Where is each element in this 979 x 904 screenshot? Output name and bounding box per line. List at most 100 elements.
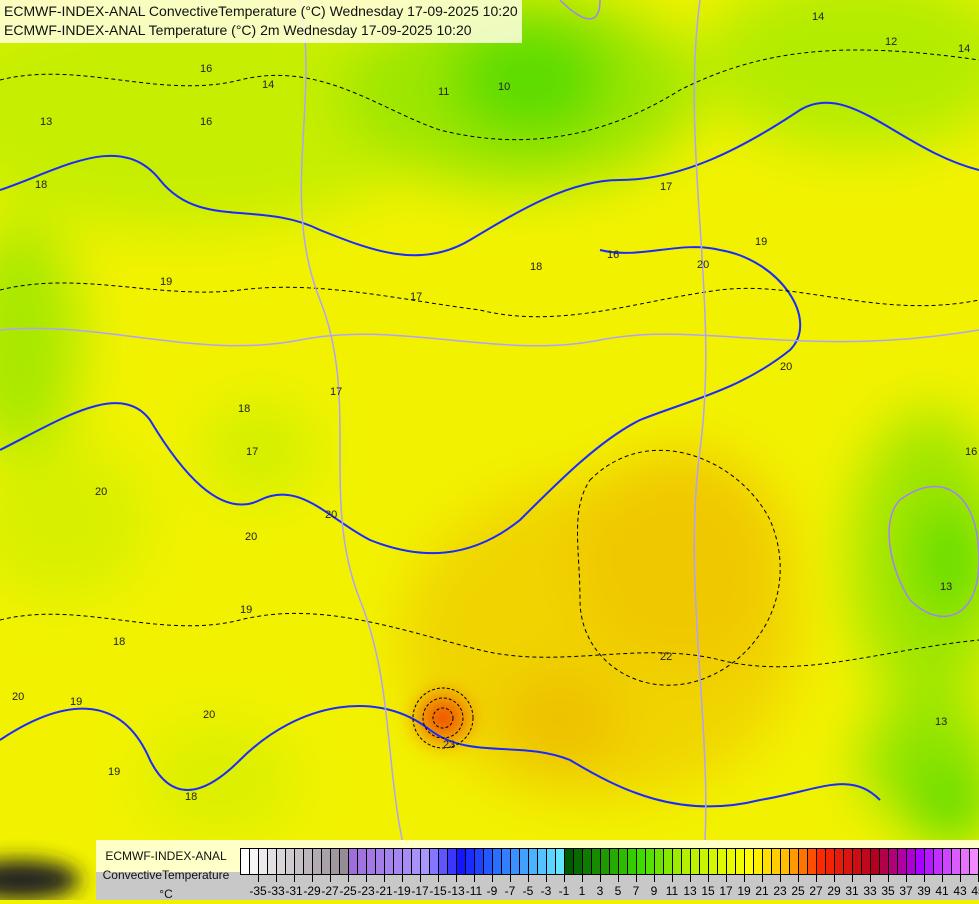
- legend-tick: [690, 874, 691, 882]
- legend-swatch: [358, 849, 367, 874]
- legend-tick: [402, 874, 403, 882]
- legend-swatch: [655, 849, 664, 874]
- legend-swatch: [826, 849, 835, 874]
- legend-tick-label: 5: [614, 884, 622, 898]
- contour-label: 19: [108, 766, 120, 778]
- legend-tick: [906, 874, 907, 882]
- legend-swatch: [799, 849, 808, 874]
- legend-swatch: [592, 849, 601, 874]
- legend-tick-label: 21: [755, 884, 769, 898]
- legend-tick: [258, 874, 259, 882]
- legend-tick-label: 17: [719, 884, 733, 898]
- legend-tick-label: 1: [578, 884, 586, 898]
- legend-tick: [600, 874, 601, 882]
- legend-swatch: [844, 849, 853, 874]
- legend-tick-label: -35: [249, 884, 267, 898]
- legend-tick-label: 39: [917, 884, 931, 898]
- legend-tick: [546, 874, 547, 882]
- legend-swatch: [583, 849, 592, 874]
- legend-tick: [366, 874, 367, 882]
- legend-tick: [474, 874, 475, 882]
- legend-swatch: [808, 849, 817, 874]
- legend-swatch: [736, 849, 745, 874]
- contour-label: 14: [958, 43, 970, 55]
- legend-swatch: [781, 849, 790, 874]
- legend-tick: [276, 874, 277, 882]
- legend-tick-label: 9: [650, 884, 658, 898]
- contour-label: 13: [940, 581, 952, 593]
- legend-tick: [348, 874, 349, 882]
- legend-tick-label: 43: [953, 884, 967, 898]
- legend-swatch: [601, 849, 610, 874]
- contour-blue-20b: [0, 705, 881, 808]
- contour-label: 11: [438, 86, 449, 98]
- legend-swatch: [484, 849, 493, 874]
- legend-tick-label: 7: [632, 884, 640, 898]
- legend-swatch: [250, 849, 259, 874]
- legend-tick: [780, 874, 781, 882]
- legend-tick-label: -13: [447, 884, 465, 898]
- legend-tick-label: -31: [285, 884, 303, 898]
- legend-tick: [636, 874, 637, 882]
- legend-swatch: [394, 849, 403, 874]
- legend-tick-label: -29: [303, 884, 321, 898]
- contour-labels: 16 14 13 11 10 12 14 18 16 17 19 18 17 16 20 19 20 18 17 20…: [12, 11, 977, 803]
- contour-blue-20: [0, 246, 802, 555]
- legend-swatch: [682, 849, 691, 874]
- contour-label: 18: [185, 791, 197, 803]
- contour-label: 20: [95, 486, 107, 498]
- legend-tick: [492, 874, 493, 882]
- legend-swatch: [772, 849, 781, 874]
- legend-tick-label: 15: [701, 884, 715, 898]
- contour-label: 19: [160, 276, 172, 288]
- legend-swatch: [466, 849, 475, 874]
- legend-swatch: [907, 849, 916, 874]
- legend-swatch: [628, 849, 637, 874]
- legend-swatch: [367, 849, 376, 874]
- legend-tick: [312, 874, 313, 882]
- legend-swatch: [313, 849, 322, 874]
- legend-tick: [384, 874, 385, 882]
- legend-swatch: [610, 849, 619, 874]
- contour-label: 17: [410, 291, 422, 303]
- legend-tick-label: -3: [540, 884, 552, 898]
- legend-swatch: [349, 849, 358, 874]
- legend-swatch: [637, 849, 646, 874]
- legend-swatch: [970, 849, 978, 874]
- legend-swatch: [439, 849, 448, 874]
- legend-tick-label: -9: [486, 884, 498, 898]
- legend-tick-label: 3: [596, 884, 604, 898]
- legend-swatch: [520, 849, 529, 874]
- contour-label: 13: [935, 716, 947, 728]
- legend-tick: [888, 874, 889, 882]
- legend-swatch: [556, 849, 565, 874]
- legend-tick: [330, 874, 331, 882]
- legend-swatch: [430, 849, 439, 874]
- contour-black-1: [0, 49, 979, 141]
- legend-swatch: [880, 849, 889, 874]
- legend-tick: [798, 874, 799, 882]
- legend-swatch: [448, 849, 457, 874]
- legend-swatch: [340, 849, 349, 874]
- legend-tick-label: 31: [845, 884, 859, 898]
- legend-swatch: [475, 849, 484, 874]
- legend-tick: [708, 874, 709, 882]
- legend-swatch: [673, 849, 682, 874]
- legend-tick-label: -11: [465, 884, 483, 898]
- legend-swatch: [700, 849, 709, 874]
- contour-label: 18: [530, 261, 542, 273]
- legend-swatch: [277, 849, 286, 874]
- legend-swatch: [412, 849, 421, 874]
- legend-tick-label: 45: [971, 884, 979, 898]
- legend-swatch: [916, 849, 925, 874]
- contour-hotspot-3: [412, 687, 474, 749]
- legend-tick: [528, 874, 529, 882]
- contour-label: 19: [755, 236, 767, 248]
- legend-tick-label: -19: [393, 884, 411, 898]
- legend-tick-label: 19: [737, 884, 751, 898]
- legend-swatch: [925, 849, 934, 874]
- legend-tick: [456, 874, 457, 882]
- legend-tick: [564, 874, 565, 882]
